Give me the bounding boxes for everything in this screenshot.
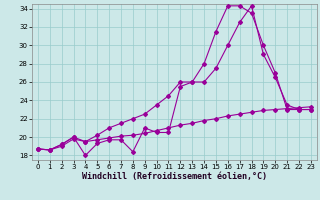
X-axis label: Windchill (Refroidissement éolien,°C): Windchill (Refroidissement éolien,°C) bbox=[82, 172, 267, 181]
